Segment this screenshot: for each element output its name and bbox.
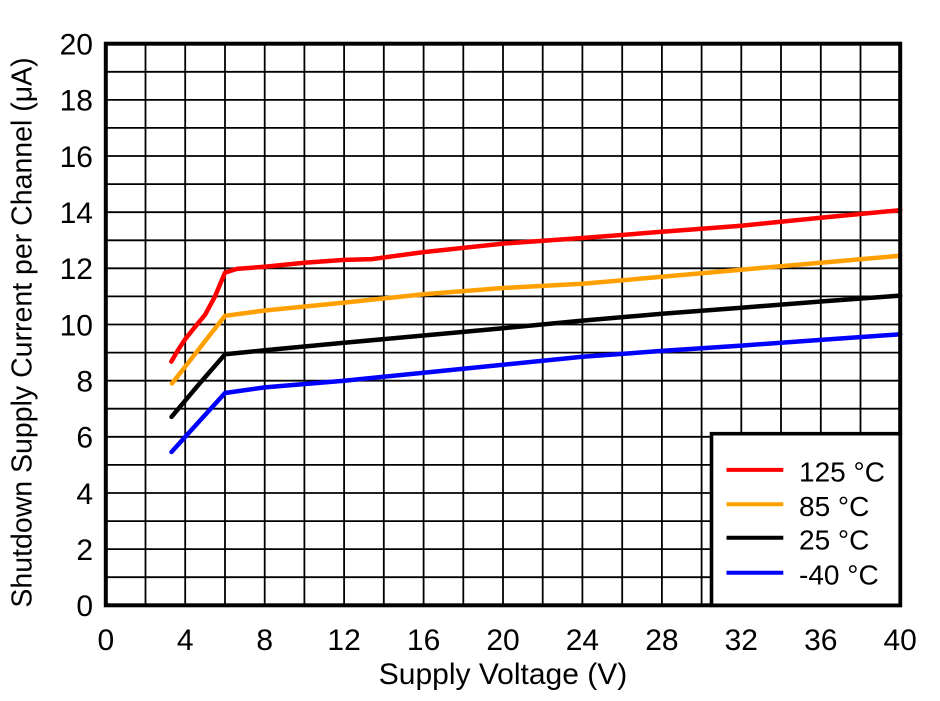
svg-text:16: 16 — [407, 624, 440, 657]
svg-text:2: 2 — [76, 534, 93, 567]
svg-text:24: 24 — [566, 624, 599, 657]
svg-text:16: 16 — [60, 141, 93, 174]
svg-text:125 °C: 125 °C — [799, 457, 885, 488]
svg-text:4: 4 — [177, 624, 194, 657]
svg-text:-40 °C: -40 °C — [799, 560, 879, 591]
svg-text:14: 14 — [60, 197, 93, 230]
svg-text:8: 8 — [256, 624, 273, 657]
svg-text:6: 6 — [76, 422, 93, 455]
svg-text:20: 20 — [486, 624, 519, 657]
svg-text:36: 36 — [804, 624, 837, 657]
svg-text:10: 10 — [60, 309, 93, 342]
svg-text:32: 32 — [725, 624, 758, 657]
svg-text:12: 12 — [60, 253, 93, 286]
svg-text:0: 0 — [97, 624, 114, 657]
svg-text:28: 28 — [645, 624, 678, 657]
svg-text:0: 0 — [76, 590, 93, 623]
svg-text:4: 4 — [76, 478, 93, 511]
svg-text:85 °C: 85 °C — [799, 491, 869, 522]
svg-text:25 °C: 25 °C — [799, 525, 869, 556]
svg-text:8: 8 — [76, 366, 93, 399]
svg-text:40: 40 — [884, 624, 917, 657]
svg-text:Supply Voltage (V): Supply Voltage (V) — [379, 658, 627, 691]
svg-text:18: 18 — [60, 85, 93, 118]
svg-text:20: 20 — [60, 29, 93, 62]
svg-text:12: 12 — [327, 624, 360, 657]
svg-text:Shutdown Supply Current per Ch: Shutdown Supply Current per Channel (μA) — [7, 57, 39, 607]
